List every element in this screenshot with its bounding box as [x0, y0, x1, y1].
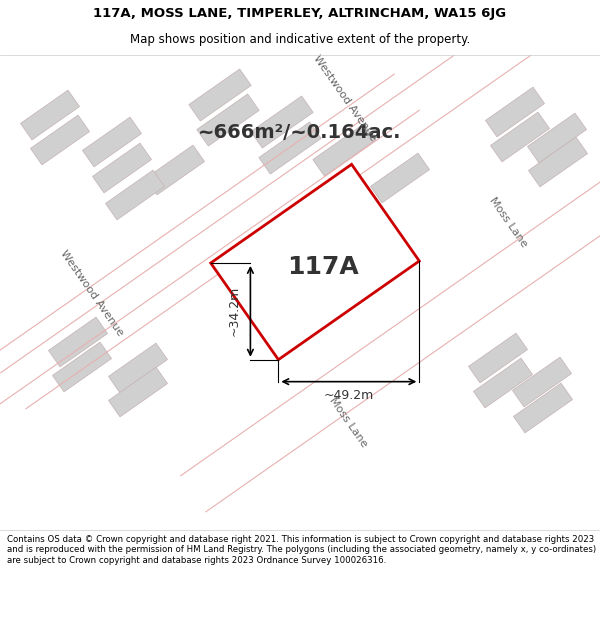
Text: ~34.2m: ~34.2m [228, 286, 241, 336]
Polygon shape [371, 153, 430, 203]
Text: Moss Lane: Moss Lane [327, 395, 369, 449]
Polygon shape [109, 343, 167, 393]
Polygon shape [527, 113, 586, 163]
Polygon shape [251, 96, 313, 148]
Polygon shape [512, 357, 571, 407]
Polygon shape [189, 69, 251, 121]
Polygon shape [0, 74, 419, 512]
Polygon shape [1, 0, 599, 409]
Text: ~49.2m: ~49.2m [324, 389, 374, 402]
Text: ~666m²/~0.164ac.: ~666m²/~0.164ac. [198, 122, 402, 141]
Text: 117A: 117A [287, 255, 359, 279]
Polygon shape [491, 112, 550, 162]
Text: Westwood Avenue: Westwood Avenue [59, 248, 125, 338]
Polygon shape [181, 74, 600, 512]
Polygon shape [20, 90, 79, 140]
Text: Map shows position and indicative extent of the property.: Map shows position and indicative extent… [130, 33, 470, 46]
Polygon shape [514, 383, 572, 433]
Text: Moss Lane: Moss Lane [487, 195, 529, 249]
Polygon shape [313, 124, 375, 176]
Polygon shape [211, 164, 419, 359]
Polygon shape [259, 122, 321, 174]
Text: Westwood Avenue: Westwood Avenue [311, 53, 379, 143]
Polygon shape [469, 333, 527, 383]
Polygon shape [49, 317, 107, 367]
Polygon shape [31, 115, 89, 165]
Polygon shape [485, 87, 544, 137]
Polygon shape [473, 358, 532, 408]
Polygon shape [109, 367, 167, 417]
Polygon shape [529, 137, 587, 187]
Polygon shape [197, 94, 259, 146]
Polygon shape [53, 342, 112, 392]
Text: 117A, MOSS LANE, TIMPERLEY, ALTRINCHAM, WA15 6JG: 117A, MOSS LANE, TIMPERLEY, ALTRINCHAM, … [94, 8, 506, 20]
Polygon shape [106, 170, 164, 220]
Text: Contains OS data © Crown copyright and database right 2021. This information is : Contains OS data © Crown copyright and d… [7, 535, 596, 564]
Polygon shape [146, 145, 205, 195]
Polygon shape [92, 143, 151, 193]
Polygon shape [83, 117, 142, 167]
